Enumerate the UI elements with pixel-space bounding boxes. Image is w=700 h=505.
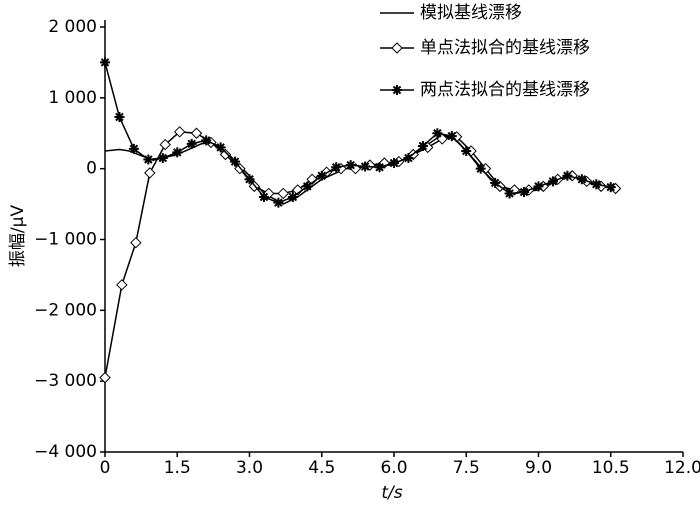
diamond-marker [159, 138, 171, 151]
star-marker [417, 141, 428, 151]
star-marker [172, 147, 183, 158]
star-marker [446, 131, 457, 142]
legend-label: 模拟基线漂移 [420, 3, 522, 23]
star-marker [533, 181, 544, 192]
y-tick-label: 0 [86, 159, 97, 179]
star-marker [230, 156, 241, 167]
x-axis-label: t/s [381, 483, 402, 503]
x-tick-label: 1.5 [164, 458, 191, 478]
diamond-marker [144, 167, 156, 179]
diamond-marker [130, 236, 142, 249]
x-tick-label: 10.5 [592, 458, 630, 478]
x-tick-label: 4.5 [308, 458, 335, 478]
star-marker [547, 176, 558, 187]
star-marker [128, 143, 139, 154]
diamond-marker [277, 187, 289, 200]
star-marker [576, 174, 587, 185]
star-marker [201, 135, 212, 146]
x-tick-label: 0 [100, 458, 111, 478]
star-marker [114, 111, 125, 122]
star-marker [519, 187, 530, 198]
y-tick-label: −1 000 [34, 230, 97, 250]
star-marker [143, 154, 154, 165]
star-marker [562, 170, 573, 181]
legend-label: 单点法拟合的基线漂移 [420, 38, 590, 58]
star-marker [273, 197, 284, 208]
star-marker [475, 163, 486, 174]
star-marker [302, 181, 313, 192]
diamond-marker [291, 184, 304, 196]
star-marker [100, 57, 110, 68]
y-tick-label: −2 000 [34, 300, 97, 320]
star-marker [389, 158, 399, 168]
star-marker [360, 161, 371, 172]
diamond-marker [173, 126, 186, 138]
diamond-marker [391, 42, 403, 54]
diamond-marker [99, 371, 111, 384]
star-marker [392, 85, 402, 95]
star-marker [490, 177, 501, 188]
x-tick-label: 12.0 [664, 458, 700, 478]
star-marker [432, 128, 443, 139]
star-marker [287, 192, 298, 202]
y-tick-label: −3 000 [34, 371, 97, 391]
diamond-marker [306, 173, 318, 185]
diamond-marker [508, 184, 521, 196]
star-marker [244, 174, 255, 185]
star-marker [504, 188, 515, 199]
star-marker [591, 179, 602, 190]
star-marker [605, 182, 616, 193]
star-marker [331, 162, 342, 173]
x-tick-label: 9.0 [525, 458, 552, 478]
star-marker [403, 153, 414, 164]
star-marker [374, 162, 385, 173]
y-tick-label: −4 000 [34, 442, 97, 462]
x-tick-label: 3.0 [236, 458, 263, 478]
y-axis-label: 振幅/μV [8, 205, 28, 268]
y-tick-label: 2 000 [48, 17, 97, 37]
x-tick-label: 6.0 [380, 458, 407, 478]
diamond-marker [190, 127, 203, 139]
legend-label: 两点法拟合的基线漂移 [420, 80, 590, 100]
star-marker [258, 192, 269, 202]
diamond-marker [219, 148, 232, 161]
diamond-marker [116, 279, 128, 291]
star-marker [215, 142, 226, 153]
x-tick-label: 7.5 [453, 458, 480, 478]
star-marker [345, 160, 356, 171]
star-marker [316, 170, 327, 181]
y-tick-label: 1 000 [48, 88, 97, 108]
star-marker [186, 138, 197, 149]
star-marker [461, 145, 472, 156]
star-marker [157, 153, 168, 164]
